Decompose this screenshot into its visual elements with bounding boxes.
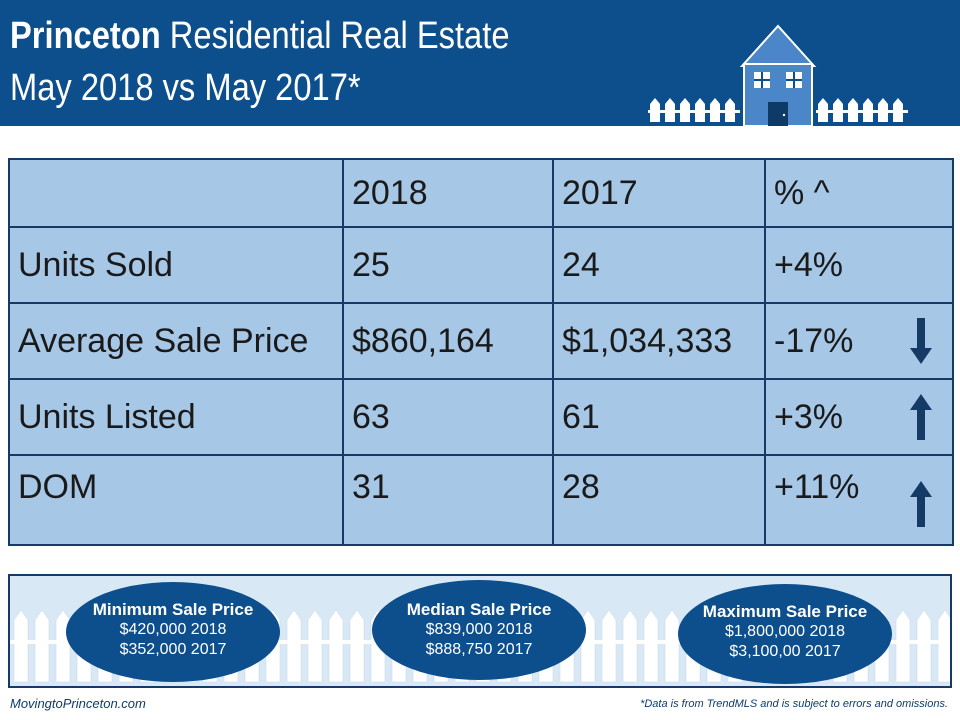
pct-change: -17% <box>774 321 854 360</box>
table-row: Average Sale Price $860,164 $1,034,333 -… <box>8 302 954 380</box>
disclaimer: *Data is from TrendMLS and is subject to… <box>640 698 948 710</box>
house-icon <box>648 24 908 126</box>
min-sale-price-badge: Minimum Sale Price $420,000 2018 $352,00… <box>66 582 280 682</box>
header-cell-pct: % ^ <box>764 158 954 228</box>
table-row: Units Sold 25 24 +4% <box>8 226 954 304</box>
table-row: Units Listed 63 61 +3% <box>8 378 954 456</box>
pct-change: +11% <box>774 468 860 506</box>
fence-picket <box>664 609 680 683</box>
fence-picket <box>34 609 50 683</box>
header-cell-2018: 2018 <box>342 158 554 228</box>
row-label: Units Listed <box>8 378 344 456</box>
value-2018: 25 <box>342 226 554 304</box>
value-2018: $860,164 <box>342 302 554 380</box>
value-2017: 28 <box>552 454 766 546</box>
table-header-row: 2018 2017 % ^ <box>8 158 954 228</box>
fence-picket <box>916 609 932 683</box>
fence-picket <box>13 609 29 683</box>
site-url: MovingtoPrinceton.com <box>10 696 146 711</box>
pct-cell: +3% <box>764 378 954 456</box>
value-2017: 61 <box>552 378 766 456</box>
pct-cell: +4% <box>764 226 954 304</box>
pct-change: +3% <box>774 397 843 436</box>
row-label: Average Sale Price <box>8 302 344 380</box>
header-cell-2017: 2017 <box>552 158 766 228</box>
badge-line-2018: $1,800,000 2018 <box>724 623 846 640</box>
fence-picket <box>622 609 638 683</box>
badge-line-2018: $420,000 2018 <box>119 621 227 638</box>
picket-fence-left <box>648 98 740 122</box>
arrow-down-icon <box>910 318 932 364</box>
fence-picket <box>349 609 365 683</box>
value-2017: 24 <box>552 226 766 304</box>
value-2018: 31 <box>342 454 554 546</box>
badge-line-2017: $3,100,00 2017 <box>729 643 841 660</box>
value-2018: 63 <box>342 378 554 456</box>
fence-picket <box>307 609 323 683</box>
picket-fence-right <box>816 98 908 122</box>
fence-picket <box>328 609 344 683</box>
fence-picket <box>643 609 659 683</box>
max-sale-price-badge: Maximum Sale Price $1,800,000 2018 $3,10… <box>678 584 892 684</box>
pct-cell: +11% <box>764 454 954 546</box>
median-sale-price-badge: Median Sale Price $839,000 2018 $888,750… <box>372 580 586 680</box>
header-cell-empty <box>8 158 344 228</box>
fence-picket <box>286 609 302 683</box>
summary-panel: Minimum Sale Price $420,000 2018 $352,00… <box>8 574 952 688</box>
page-subtitle: May 2018 vs May 2017* <box>10 67 361 109</box>
page-title: Princeton Residential Real Estate <box>10 14 509 58</box>
title-rest: Residential Real Estate <box>160 15 510 57</box>
badge-line-2017: $888,750 2017 <box>425 641 533 658</box>
stats-table: 2018 2017 % ^ Units Sold 25 24 +4% Avera… <box>8 158 954 546</box>
badge-line-2018: $839,000 2018 <box>425 621 533 638</box>
arrow-up-icon <box>910 394 932 440</box>
table-row: DOM 31 28 +11% <box>8 454 954 546</box>
row-label: Units Sold <box>8 226 344 304</box>
row-label: DOM <box>8 454 344 546</box>
fence-picket <box>601 609 617 683</box>
pct-change: +4% <box>774 245 843 284</box>
title-city: Princeton <box>10 15 161 57</box>
badge-title: Minimum Sale Price <box>92 600 254 619</box>
value-2017: $1,034,333 <box>552 302 766 380</box>
fence-picket <box>937 609 950 683</box>
badge-title: Median Sale Price <box>406 600 552 619</box>
header-banner: Princeton Residential Real Estate May 20… <box>0 0 960 126</box>
fence-picket <box>895 609 911 683</box>
badge-line-2017: $352,000 2017 <box>119 641 227 658</box>
arrow-up-icon <box>910 481 932 527</box>
badge-title: Maximum Sale Price <box>702 602 868 621</box>
pct-cell: -17% <box>764 302 954 380</box>
